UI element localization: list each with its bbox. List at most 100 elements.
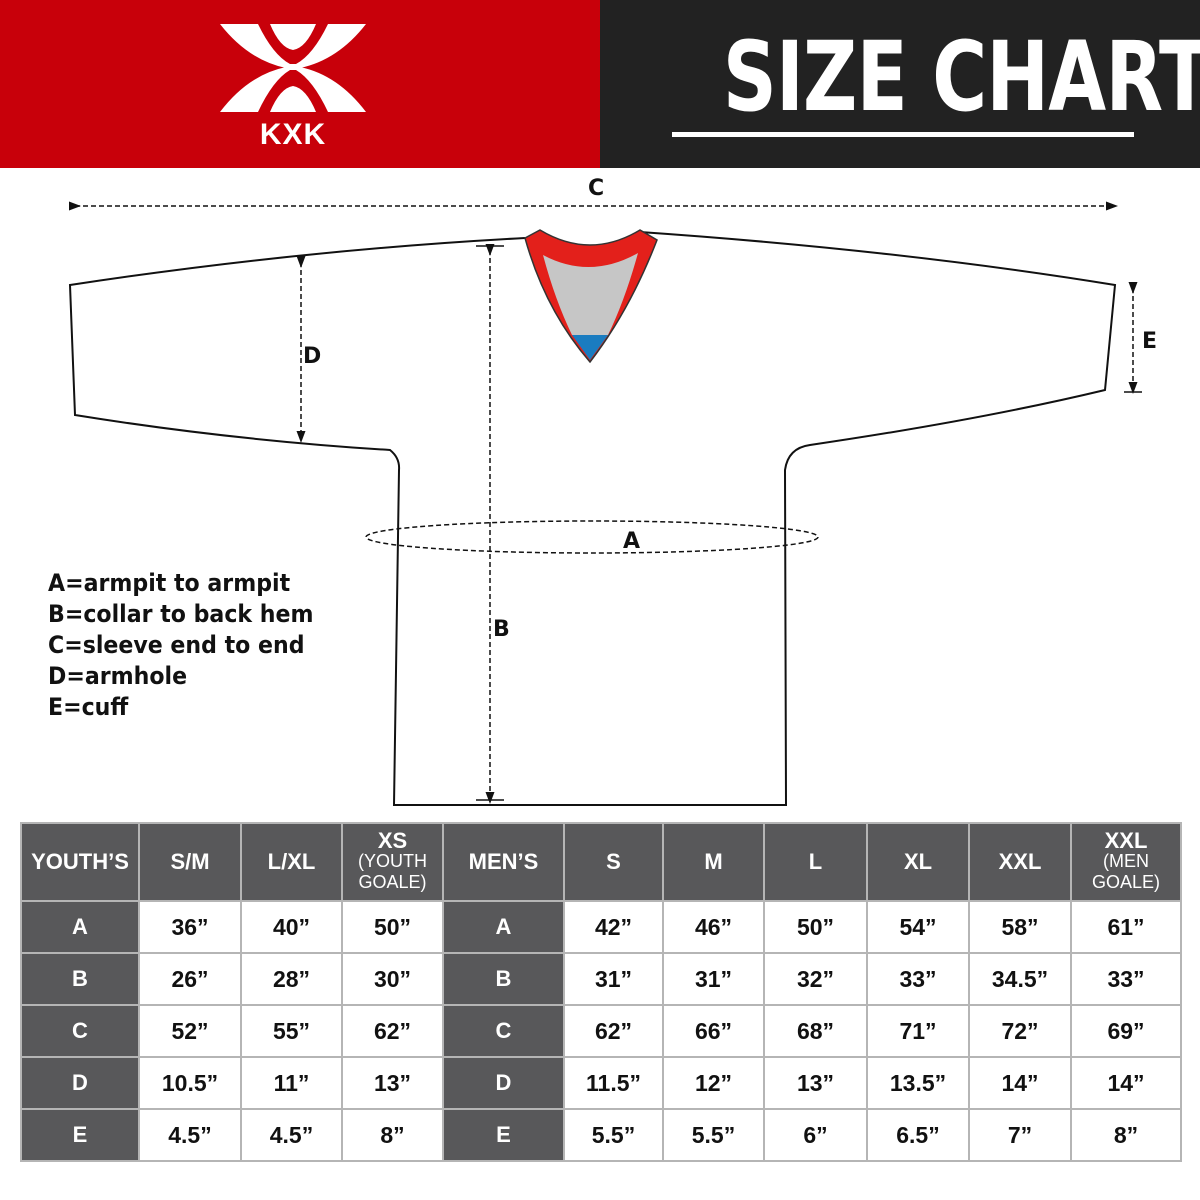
jersey-outline [68, 231, 1117, 806]
row-header: C [442, 1004, 565, 1058]
table-cell: 8” [1070, 1108, 1182, 1162]
size-table: YOUTH’S S/M L/XL XS (YOUTH GOALE) MEN’S S M L XL X… [20, 822, 1182, 1162]
table-cell: 26” [138, 952, 242, 1006]
jersey-diagram [68, 201, 1142, 806]
table-cell: 52” [138, 1004, 242, 1058]
table-cell: 14” [968, 1056, 1072, 1110]
row-header: C [20, 1004, 140, 1058]
column-header-label: M [704, 849, 723, 874]
row-header: B [20, 952, 140, 1006]
table-cell: 13” [341, 1056, 444, 1110]
column-header-label: S [606, 849, 621, 874]
table-cell: 50” [341, 900, 444, 954]
row-header: E [442, 1108, 565, 1162]
table-cell: 5.5” [563, 1108, 664, 1162]
table-cell: 13” [763, 1056, 868, 1110]
legend-item: E=cuff [48, 693, 129, 721]
title-underline [672, 132, 1134, 137]
column-header: L/XL [240, 822, 343, 902]
table-cell: 11.5” [563, 1056, 664, 1110]
legend-item: B=collar to back hem [48, 600, 314, 628]
kxk-logo-icon [220, 24, 366, 112]
table-cell: 11” [240, 1056, 343, 1110]
table-cell: 40” [240, 900, 343, 954]
table-cell: 31” [662, 952, 765, 1006]
label-c: C [588, 176, 605, 201]
table-cell: 32” [763, 952, 868, 1006]
row-header: D [442, 1056, 565, 1110]
column-header: S [563, 822, 664, 902]
page-title: SIZE CHART [722, 21, 1200, 133]
table-cell: 7” [968, 1108, 1072, 1162]
legend-item: A=armpit to armpit [48, 569, 291, 597]
row-header: A [20, 900, 140, 954]
table-cell: 66” [662, 1004, 765, 1058]
column-header: S/M [138, 822, 242, 902]
table-cell: 13.5” [866, 1056, 970, 1110]
column-header-label: XS [377, 828, 408, 853]
table-cell: 4.5” [138, 1108, 242, 1162]
column-header-label: XXL [1104, 828, 1148, 853]
table-cell: 69” [1070, 1004, 1182, 1058]
table-cell: 62” [341, 1004, 444, 1058]
table-row: D 10.5” 11” 13” D 11.5” 12” 13” 13.5” 14” 14” [20, 1056, 1182, 1110]
table-cell: 30” [341, 952, 444, 1006]
table-row: C 52” 55” 62” C 62” 66” 68” 71” 72” 69” [20, 1004, 1182, 1058]
column-header-label: XXL [998, 849, 1042, 874]
column-header: XXL (MEN GOALE) [1070, 822, 1182, 902]
table-row: E 4.5” 4.5” 8” E 5.5” 5.5” 6” 6.5” 7” 8” [20, 1108, 1182, 1162]
table-cell: 58” [968, 900, 1072, 954]
table-cell: 36” [138, 900, 242, 954]
label-a: A [623, 529, 641, 554]
legend-item: D=armhole [48, 662, 188, 690]
table-cell: 6.5” [866, 1108, 970, 1162]
label-d: D [303, 344, 322, 369]
column-header-label: L [808, 849, 823, 874]
column-header: MEN’S [442, 822, 565, 902]
column-header: XS (YOUTH GOALE) [341, 822, 444, 902]
row-header: A [442, 900, 565, 954]
header-title-panel [600, 0, 1200, 168]
column-header: YOUTH’S [20, 822, 140, 902]
column-header-label: S/M [170, 849, 210, 874]
label-e: E [1142, 329, 1158, 354]
column-header-note: (YOUTH GOALE) [358, 851, 427, 892]
row-header: B [442, 952, 565, 1006]
column-header-label: L/XL [267, 849, 316, 874]
brand-name: KXK [259, 118, 327, 151]
legend-item: C=sleeve end to end [48, 631, 305, 659]
table-cell: 55” [240, 1004, 343, 1058]
table-row: A 36” 40” 50” A 42” 46” 50” 54” 58” 61” [20, 900, 1182, 954]
table-cell: 46” [662, 900, 765, 954]
column-header: XL [866, 822, 970, 902]
table-cell: 6” [763, 1108, 868, 1162]
label-b: B [493, 617, 510, 642]
column-header-label: MEN’S [468, 849, 539, 874]
table-cell: 4.5” [240, 1108, 343, 1162]
table-cell: 10.5” [138, 1056, 242, 1110]
column-header: L [763, 822, 868, 902]
column-header: XXL [968, 822, 1072, 902]
row-header: D [20, 1056, 140, 1110]
row-header: E [20, 1108, 140, 1162]
table-cell: 31” [563, 952, 664, 1006]
measurement-legend: A=armpit to armpit B=collar to back hem … [48, 568, 337, 723]
table-cell: 14” [1070, 1056, 1182, 1110]
table-cell: 61” [1070, 900, 1182, 954]
table-cell: 42” [563, 900, 664, 954]
table-cell: 12” [662, 1056, 765, 1110]
table-cell: 5.5” [662, 1108, 765, 1162]
table-cell: 50” [763, 900, 868, 954]
table-cell: 33” [1070, 952, 1182, 1006]
table-cell: 33” [866, 952, 970, 1006]
table-cell: 8” [341, 1108, 444, 1162]
table-cell: 54” [866, 900, 970, 954]
table-cell: 28” [240, 952, 343, 1006]
table-cell: 34.5” [968, 952, 1072, 1006]
table-header-row: YOUTH’S S/M L/XL XS (YOUTH GOALE) MEN’S S M L XL X… [20, 822, 1182, 902]
column-header-label: YOUTH’S [31, 849, 129, 874]
column-header-note: (MEN GOALE) [1091, 851, 1161, 892]
column-header-label: XL [903, 849, 933, 874]
table-cell: 62” [563, 1004, 664, 1058]
table-cell: 72” [968, 1004, 1072, 1058]
